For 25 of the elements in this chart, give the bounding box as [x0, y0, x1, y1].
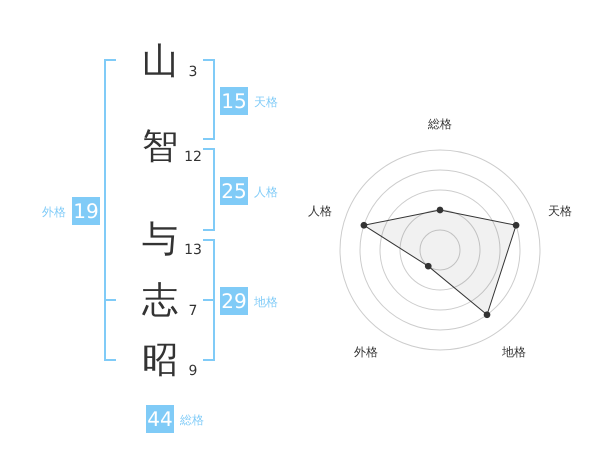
- category-label: 昭: [142, 340, 178, 381]
- data-label: 7: [188, 303, 198, 319]
- text: 15: [221, 89, 247, 113]
- category-label: 与: [142, 219, 178, 260]
- text: 19: [73, 199, 99, 223]
- text: 人格: [254, 185, 278, 199]
- spoke-label: 外格: [354, 344, 378, 359]
- text: 外格: [42, 205, 66, 219]
- data-label: 9: [188, 363, 198, 379]
- data-label: 12: [184, 149, 202, 165]
- text: 29: [221, 289, 247, 313]
- category-label: 山: [142, 41, 178, 82]
- spoke-label: 天格: [548, 204, 572, 218]
- spoke-label: 地格: [501, 344, 526, 359]
- data-label: 3: [188, 64, 198, 80]
- text: 44: [147, 407, 173, 431]
- category-label: 志: [142, 280, 178, 321]
- spoke-label: 人格: [308, 204, 332, 218]
- spoke-label: 総格: [427, 117, 452, 131]
- text: 25: [221, 179, 247, 203]
- text: 天格: [254, 95, 278, 109]
- text: 地格: [253, 295, 278, 309]
- text: 総格: [179, 413, 204, 427]
- data-label: 13: [184, 242, 202, 258]
- category-label: 智: [142, 126, 178, 167]
